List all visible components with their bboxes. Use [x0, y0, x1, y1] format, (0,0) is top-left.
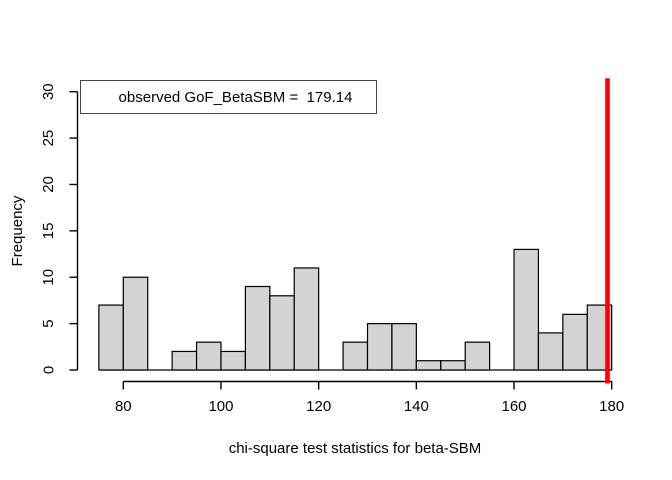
histogram-bar: [269, 295, 295, 371]
histogram-bar: [464, 341, 491, 371]
x-tick-label: 80: [115, 398, 132, 415]
histogram-bar: [537, 332, 564, 371]
y-tick-label: 25: [40, 130, 57, 147]
histogram-bar: [391, 323, 417, 371]
histogram-bar: [342, 341, 369, 371]
x-axis-title: chi-square test statistics for beta-SBM: [228, 440, 482, 457]
x-tick-label: 140: [404, 398, 429, 415]
y-tick-label: 20: [40, 176, 57, 193]
histogram-bar: [415, 360, 442, 371]
histogram-bar: [195, 341, 222, 371]
y-tick-label: 15: [40, 223, 57, 240]
x-tick-label: 120: [306, 398, 331, 415]
histogram-bar: [366, 323, 393, 371]
histogram-bar: [513, 248, 540, 371]
y-tick-label: 5: [40, 319, 57, 327]
histogram-bar: [440, 360, 466, 371]
histogram-bar: [244, 285, 271, 371]
y-axis-title: Frequency: [9, 195, 26, 267]
y-tick-label: 10: [40, 269, 57, 286]
legend-box: observed GoF_BetaSBM = 179.14: [80, 80, 377, 114]
histogram-bar: [220, 350, 246, 371]
histogram-bar: [98, 304, 124, 371]
x-tick-label: 100: [208, 398, 233, 415]
y-tick-label: 0: [40, 366, 57, 374]
histogram-bar: [171, 350, 198, 371]
legend-label: observed GoF_BetaSBM = 179.14: [118, 88, 353, 106]
histogram-bar: [562, 313, 588, 371]
y-tick-label: 30: [40, 83, 57, 100]
histogram-bar: [293, 267, 320, 371]
x-tick-label: 160: [502, 398, 527, 415]
histogram-bar: [122, 276, 149, 371]
x-tick-label: 180: [599, 398, 624, 415]
